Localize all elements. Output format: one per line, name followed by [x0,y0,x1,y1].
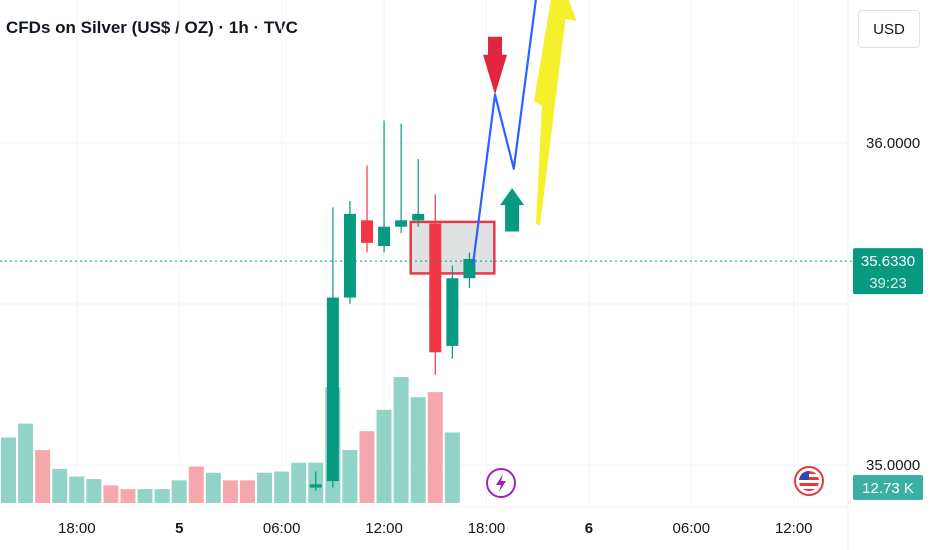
candle-body [309,484,322,488]
volume-bar [410,397,426,503]
candle-body [378,226,391,247]
candle [412,159,425,227]
time-tick-label: 06:00 [263,520,301,537]
drawings [471,0,577,266]
red-down-arrow [483,36,508,95]
volume-bar [376,409,392,503]
volume-bar [274,471,290,503]
volume-bar [171,480,187,503]
candle-body [361,220,374,243]
grid [0,0,849,550]
volume-bar [69,476,85,503]
projection-path [471,0,537,266]
volume-bar [188,466,204,503]
volume-bars [1,377,460,503]
price-label: 35.6330 39:23 [853,248,923,295]
bar-countdown-text: 39:23 [869,275,907,292]
volume-bar [291,462,307,503]
time-tick-label: 12:00 [775,520,813,537]
time-tick-label: 18:00 [58,520,96,537]
zone-layer [409,220,496,275]
time-tick-label: 6 [585,520,593,537]
candle [326,207,339,488]
chart-title: CFDs on Silver (US$ / OZ) · 1h · TVC [6,18,298,37]
volume-label: 12.73 K [853,475,923,500]
time-tick-label: 12:00 [365,520,403,537]
volume-bar [427,392,443,503]
currency-label: USD [873,20,905,38]
volume-bar [359,431,375,503]
volume-bar [18,423,34,503]
price-tick-label: 35.0000 [866,457,920,474]
candle-body [412,213,425,221]
current-price-text: 35.6330 [861,253,915,270]
volume-bar [257,472,273,503]
us-flag-icon[interactable] [794,466,824,496]
candle-body [429,223,442,353]
volume-bar [35,450,51,503]
volume-bar [86,479,102,503]
volume-bar [120,489,136,503]
candle-body [446,278,459,346]
candle [378,120,391,253]
candles [309,120,476,491]
volume-bar [52,468,68,503]
volume-bar [1,437,16,503]
candle [429,194,442,375]
support-zone-box [409,220,496,275]
candle-body [326,297,339,482]
volume-bar [342,450,358,503]
candle-body [343,213,356,298]
candle-body [395,220,408,227]
volume-bar [393,377,409,503]
green-up-arrow [500,188,525,232]
lightning-icon[interactable] [486,468,516,498]
volume-bar [444,432,460,503]
price-tick-label: 36.0000 [866,135,920,152]
currency-selector[interactable]: USD [858,10,920,48]
candle [361,165,374,253]
candle [309,471,322,491]
time-tick-label: 06:00 [673,520,711,537]
time-tick-label: 5 [175,520,183,537]
volume-bar [205,472,221,503]
candle [343,200,356,304]
time-tick-label: 18:00 [468,520,506,537]
volume-bar [239,480,255,503]
volume-value-text: 12.73 K [862,480,914,497]
volume-bar [103,485,119,503]
volume-bar [222,480,238,503]
candle [395,123,408,234]
volume-bar [154,489,170,503]
candle [446,265,459,359]
volume-bar [137,489,153,503]
yellow-up-arrow [533,0,577,226]
